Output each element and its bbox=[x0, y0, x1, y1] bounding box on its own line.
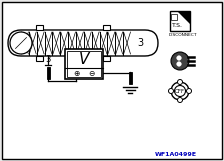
Circle shape bbox=[171, 52, 189, 70]
Bar bbox=[171, 14, 177, 20]
Bar bbox=[36, 25, 43, 30]
Bar bbox=[103, 25, 110, 30]
Text: $\ominus$: $\ominus$ bbox=[88, 69, 95, 78]
Polygon shape bbox=[177, 11, 190, 24]
Text: 3: 3 bbox=[45, 55, 51, 64]
Text: WF1A0499E: WF1A0499E bbox=[155, 152, 197, 157]
Bar bbox=[67, 51, 101, 77]
Text: OFF: OFF bbox=[175, 89, 185, 94]
Circle shape bbox=[171, 82, 189, 100]
Text: T.S.: T.S. bbox=[172, 23, 183, 28]
Bar bbox=[47, 67, 50, 79]
Bar bbox=[36, 56, 43, 61]
FancyBboxPatch shape bbox=[8, 30, 158, 56]
Bar bbox=[170, 11, 190, 31]
Bar bbox=[65, 49, 103, 79]
Bar bbox=[129, 72, 131, 84]
Circle shape bbox=[10, 32, 32, 54]
Circle shape bbox=[177, 56, 181, 60]
Circle shape bbox=[177, 80, 183, 85]
Circle shape bbox=[187, 89, 192, 94]
Text: DISCONNECT: DISCONNECT bbox=[169, 33, 198, 37]
Circle shape bbox=[177, 98, 183, 103]
Text: $\oplus$: $\oplus$ bbox=[73, 69, 80, 78]
Circle shape bbox=[174, 85, 185, 96]
Circle shape bbox=[177, 62, 181, 66]
Bar bbox=[103, 56, 110, 61]
Circle shape bbox=[168, 89, 174, 94]
Text: V: V bbox=[79, 52, 89, 67]
Text: 3: 3 bbox=[137, 38, 143, 48]
